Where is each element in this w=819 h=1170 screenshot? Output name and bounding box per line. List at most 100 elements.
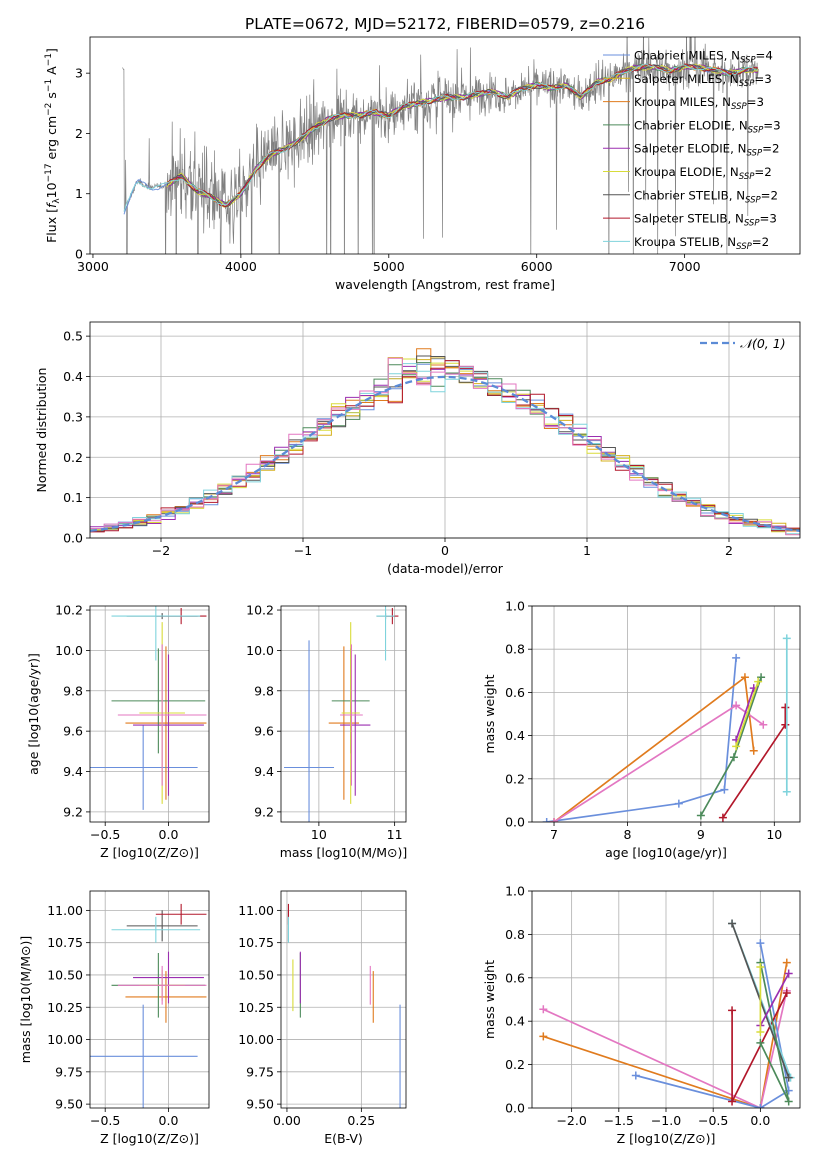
weight-point-marker bbox=[756, 1028, 765, 1037]
weight-point-marker bbox=[757, 673, 766, 682]
weight-point-marker bbox=[756, 1038, 765, 1047]
weight-point-marker bbox=[539, 1032, 548, 1041]
legend-entry: Salpeter ELODIE, NSSP=2 bbox=[634, 142, 779, 159]
spectrum-panel: 3000 4000 5000 6000 7000 0 1 2 3 wavelength [Angs… bbox=[44, 36, 801, 292]
normal-reference-curve bbox=[90, 375, 800, 533]
x-tick-label: 10 bbox=[766, 827, 782, 842]
x-axis-label: mass [log10(M/M⊙)] bbox=[280, 845, 408, 860]
y-tick-label: 0.3 bbox=[63, 409, 83, 424]
weight-series-line bbox=[546, 657, 737, 822]
weight-point-marker bbox=[732, 701, 741, 710]
weight-point-marker bbox=[728, 919, 737, 928]
weight-point-marker bbox=[729, 753, 738, 762]
legend-entry: 𝒩(0, 1) bbox=[740, 336, 786, 351]
histogram-step bbox=[90, 357, 800, 536]
y-tick-label: 10.00 bbox=[47, 1032, 83, 1047]
y-tick-label: 1 bbox=[75, 186, 83, 201]
y-tick-label: 0 bbox=[75, 247, 83, 262]
axes-frame bbox=[89, 321, 801, 539]
legend-entry: Kroupa STELIB, NSSP=2 bbox=[634, 235, 769, 252]
weight-series-line bbox=[542, 990, 788, 1108]
y-tick-label: 0.8 bbox=[505, 642, 525, 657]
x-axis-label: (data-model)/error bbox=[387, 561, 504, 576]
x-axis-label: Z [log10(Z/Z⊙)] bbox=[100, 845, 199, 860]
y-tick-label: 0.1 bbox=[63, 490, 83, 505]
weight-point-marker bbox=[720, 785, 729, 794]
weight-vs-age-panel: 7 8 9 10 0.0 0.2 0.4 0.6 0.8 1.0 age [log10(age/yr… bbox=[482, 599, 801, 860]
weight-point-marker bbox=[728, 1006, 737, 1015]
x-tick-label: 3000 bbox=[77, 259, 109, 274]
x-tick-label: 0.0 bbox=[159, 1113, 179, 1128]
mass-vs-ebv-panel: 0.00 0.25 9.50 9.75 10.00 10.25 10.50 10.75 11.0… bbox=[238, 890, 407, 1146]
weight-point-marker bbox=[782, 787, 791, 796]
weight-series-line bbox=[735, 681, 759, 747]
y-tick-label: 10.00 bbox=[238, 1032, 274, 1047]
weight-point-marker bbox=[782, 988, 791, 997]
x-tick-label: −0.5 bbox=[90, 1113, 120, 1128]
residuals-panel: −2 −1 0 1 2 0.0 0.1 0.2 0.3 0.4 0.5 (data-model)/er… bbox=[34, 321, 801, 576]
y-tick-label: 9.2 bbox=[254, 804, 274, 819]
y-tick-label: 9.4 bbox=[254, 764, 274, 779]
x-tick-label: −0.5 bbox=[698, 1113, 728, 1128]
x-tick-label: 0.00 bbox=[273, 1113, 301, 1128]
y-tick-label: 10.75 bbox=[47, 935, 83, 950]
y-tick-label: 9.50 bbox=[246, 1097, 274, 1112]
y-tick-label: 11.00 bbox=[47, 903, 83, 918]
legend-entry: Kroupa MILES, NSSP=3 bbox=[634, 95, 764, 112]
axes-frame bbox=[531, 890, 801, 1109]
weight-point-marker bbox=[756, 962, 765, 971]
y-tick-label: 9.75 bbox=[55, 1064, 83, 1079]
weight-point-marker bbox=[631, 1071, 640, 1080]
y-tick-label: 0.0 bbox=[63, 531, 83, 546]
x-tick-label: −0.5 bbox=[90, 827, 120, 842]
y-tick-label: 10.2 bbox=[246, 603, 274, 618]
y-axis-label: Flux [fλ10−17 erg cm−2 s−1 A−1] bbox=[44, 48, 62, 243]
y-tick-label: 10.25 bbox=[238, 1000, 274, 1015]
y-tick-label: 9.2 bbox=[63, 804, 83, 819]
x-tick-label: 0.0 bbox=[750, 1113, 770, 1128]
plot-area bbox=[284, 606, 399, 822]
y-tick-label: 9.50 bbox=[55, 1097, 83, 1112]
y-tick-label: 1.0 bbox=[505, 599, 525, 614]
model-spectrum-line bbox=[123, 63, 758, 212]
x-tick-label: 2 bbox=[725, 543, 733, 558]
axes-frame bbox=[89, 890, 210, 1109]
weight-point-marker bbox=[781, 703, 790, 712]
x-tick-label: 9 bbox=[697, 827, 705, 842]
y-tick-label: 9.75 bbox=[246, 1064, 274, 1079]
y-tick-label: 9.8 bbox=[63, 683, 83, 698]
axes-frame bbox=[531, 605, 801, 823]
x-tick-label: −1 bbox=[294, 543, 312, 558]
x-tick-label: −1.5 bbox=[604, 1113, 634, 1128]
mass-vs-Z-panel: −0.5 0.0 9.50 9.75 10.00 10.25 10.50 10.75 11.00… bbox=[18, 890, 210, 1146]
y-tick-label: 0.6 bbox=[505, 685, 525, 700]
axes-frame bbox=[280, 605, 407, 823]
x-tick-label: 6000 bbox=[521, 259, 553, 274]
legend-entry: Salpeter MILES, NSSP=3 bbox=[634, 72, 772, 89]
weight-point-marker bbox=[728, 1097, 737, 1106]
y-tick-label: 11.00 bbox=[238, 903, 274, 918]
plot-area bbox=[542, 634, 791, 822]
x-tick-label: 7000 bbox=[669, 259, 701, 274]
y-tick-label: 10.75 bbox=[238, 935, 274, 950]
x-axis-label: wavelength [Angstrom, rest frame] bbox=[335, 277, 555, 292]
weight-point-marker bbox=[784, 1097, 793, 1106]
legend-entry: Kroupa ELODIE, NSSP=2 bbox=[634, 165, 772, 182]
y-tick-label: 10.50 bbox=[47, 967, 83, 982]
y-tick-label: 10.0 bbox=[55, 643, 83, 658]
y-tick-label: 0.2 bbox=[505, 1057, 525, 1072]
weight-point-marker bbox=[784, 1073, 793, 1082]
weight-point-marker bbox=[718, 813, 727, 822]
y-tick-label: 0.8 bbox=[505, 927, 525, 942]
x-tick-label: 5000 bbox=[373, 259, 405, 274]
x-axis-label: E(B-V) bbox=[324, 1131, 363, 1146]
weight-point-marker bbox=[740, 673, 749, 682]
y-tick-label: 9.6 bbox=[254, 724, 274, 739]
y-tick-label: 9.4 bbox=[63, 764, 83, 779]
y-tick-label: 3 bbox=[75, 66, 83, 81]
y-tick-label: 10.25 bbox=[47, 1000, 83, 1015]
legend-entry: Chabrier ELODIE, NSSP=3 bbox=[634, 118, 781, 135]
plot-area bbox=[90, 606, 207, 810]
x-tick-label: 7 bbox=[550, 827, 558, 842]
y-axis-label: age [log10(age/yr)] bbox=[26, 653, 41, 775]
